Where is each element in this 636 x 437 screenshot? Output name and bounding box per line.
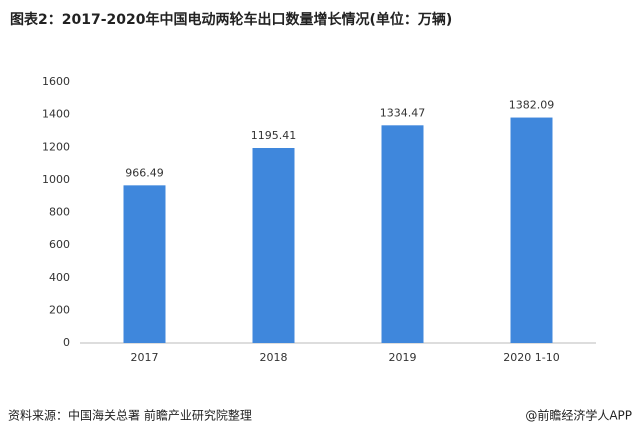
x-tick-label: 2020 1-10 bbox=[503, 351, 559, 364]
bar bbox=[510, 117, 553, 343]
x-tick-label: 2017 bbox=[131, 351, 159, 364]
bar bbox=[381, 125, 424, 344]
y-tick-label: 1200 bbox=[42, 140, 70, 153]
value-label: 1195.41 bbox=[251, 129, 297, 142]
value-label: 1382.09 bbox=[509, 99, 555, 112]
value-label: 1334.47 bbox=[380, 106, 426, 119]
y-tick-label: 1400 bbox=[42, 108, 70, 121]
y-tick-label: 800 bbox=[49, 206, 70, 219]
credit: @前瞻经济学人APP bbox=[525, 408, 632, 423]
x-tick-label: 2018 bbox=[260, 351, 288, 364]
bar bbox=[123, 185, 166, 343]
bar bbox=[252, 147, 295, 343]
x-tick-label: 2019 bbox=[389, 351, 417, 364]
y-tick-label: 1600 bbox=[42, 75, 70, 88]
value-label: 966.49 bbox=[125, 166, 164, 179]
y-tick-label: 600 bbox=[49, 238, 70, 251]
y-tick-label: 0 bbox=[63, 336, 70, 349]
y-tick-label: 1000 bbox=[42, 173, 70, 186]
y-tick-label: 400 bbox=[49, 271, 70, 284]
chart-title: 图表2：2017-2020年中国电动两轮车出口数量增长情况(单位：万辆) bbox=[10, 11, 452, 28]
y-tick-label: 200 bbox=[49, 303, 70, 316]
source-note: 资料来源：中国海关总署 前瞻产业研究院整理 bbox=[8, 408, 252, 423]
